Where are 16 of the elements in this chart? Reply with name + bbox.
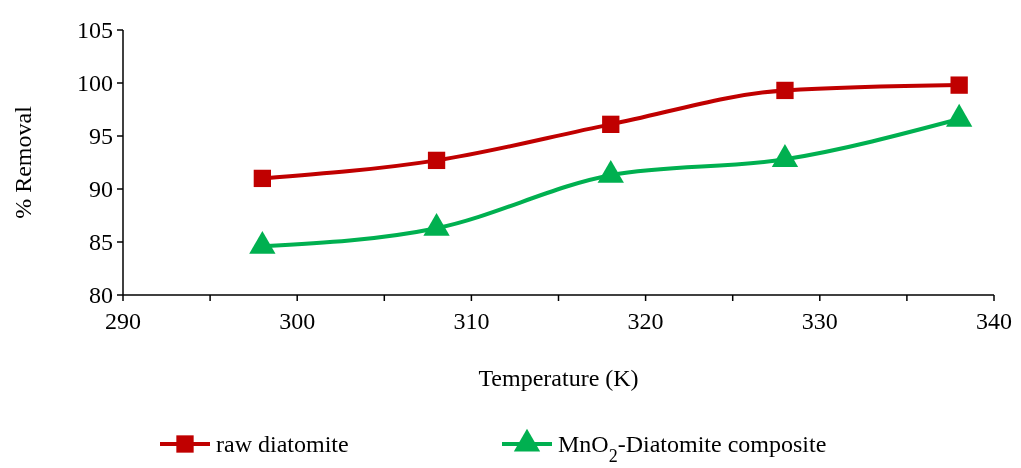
y-axis-title: % Removal bbox=[10, 105, 36, 219]
y-tick-label: 85 bbox=[89, 229, 113, 256]
y-tick-label: 105 bbox=[77, 17, 113, 44]
legend-label: MnO$_{2}$-Diatomite composite bbox=[558, 431, 827, 466]
x-tick-label: 320 bbox=[627, 308, 664, 334]
y-tick-label: 100 bbox=[77, 70, 113, 97]
x-axis-title: Temperature (K) bbox=[478, 365, 639, 391]
y-tick-label: 95 bbox=[89, 123, 113, 150]
x-tick-label: 290 bbox=[105, 308, 141, 334]
y-tick-label: 90 bbox=[89, 176, 113, 203]
x-tick-label: 310 bbox=[453, 308, 490, 334]
legend-label: raw diatomite bbox=[216, 431, 349, 457]
y-tick-label: 80 bbox=[89, 282, 113, 309]
x-tick-label: 300 bbox=[279, 308, 316, 334]
x-tick-label: 340 bbox=[976, 308, 1012, 334]
x-tick-label: 330 bbox=[801, 308, 838, 334]
